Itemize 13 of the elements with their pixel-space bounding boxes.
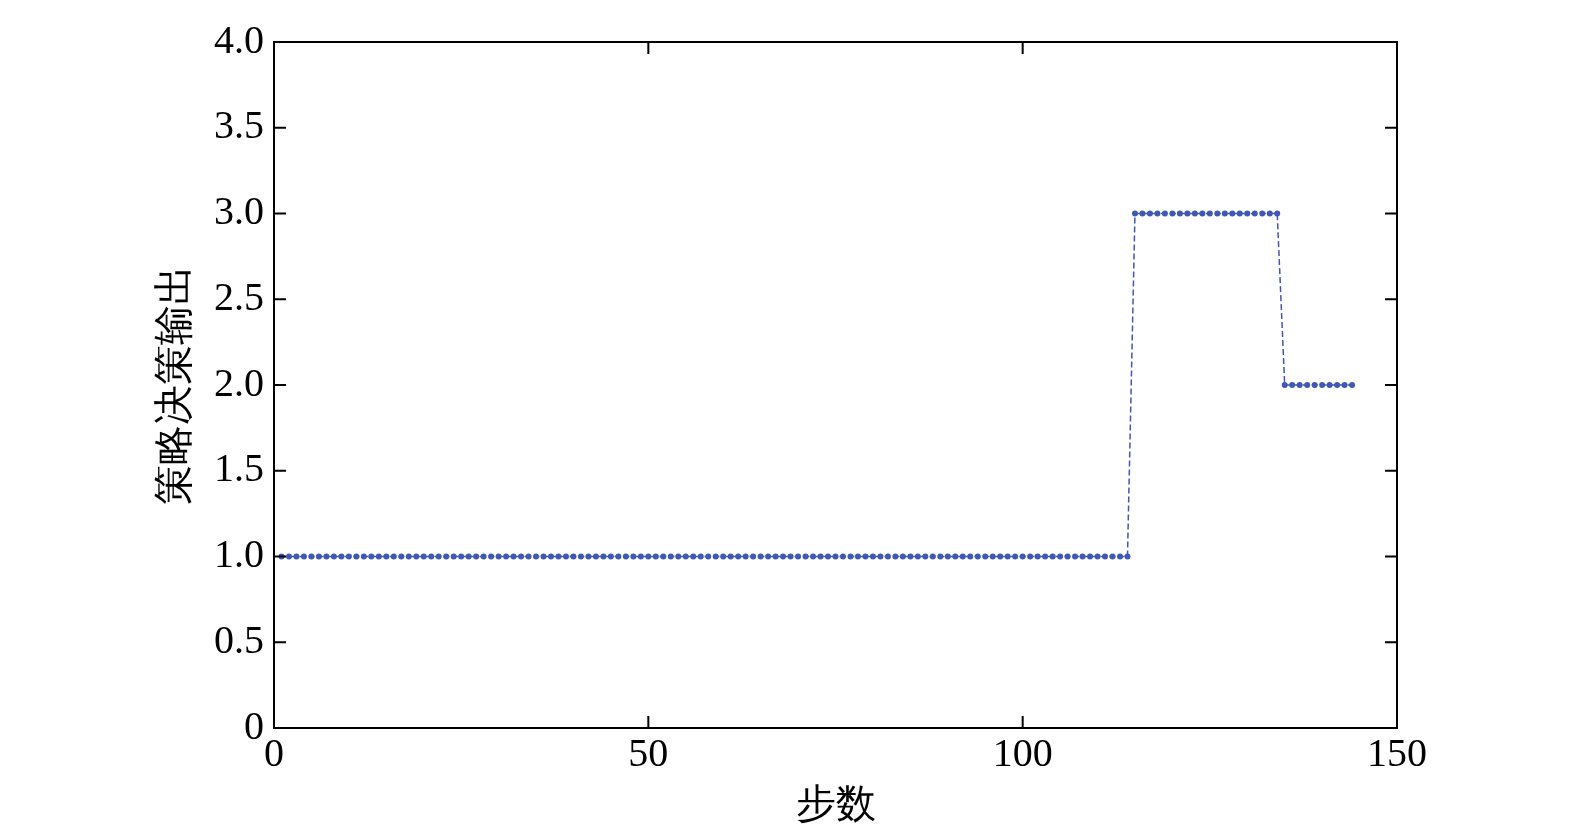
y-axis-title: 策略决策输出 [150, 265, 196, 505]
x-tick-label: 150 [1367, 729, 1427, 775]
x-axis-title: 步数 [795, 780, 876, 826]
y-tick-label: 0.5 [214, 616, 264, 662]
y-tick-label: 3.0 [214, 188, 264, 233]
y-tick-label: 3.5 [214, 102, 264, 148]
x-tick-label: 100 [992, 729, 1053, 775]
y-tick-label: 1.0 [214, 531, 264, 576]
y-tick-label: 4.0 [214, 16, 264, 62]
x-tick-label: 50 [628, 729, 669, 775]
y-tick-label: 2.0 [214, 359, 264, 405]
y-tick-label: 2.5 [214, 273, 264, 319]
y-tick-label: 1.5 [214, 445, 264, 491]
